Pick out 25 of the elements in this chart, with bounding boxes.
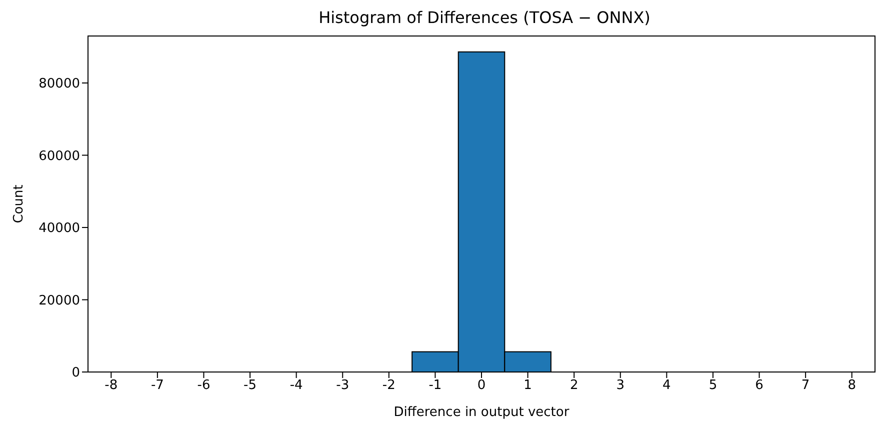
x-tick-label: -6 [197,378,210,394]
x-tick-label: -3 [336,378,350,394]
y-tick-label: 80000 [38,76,80,92]
x-tick-label: 1 [524,378,532,394]
chart-title: Histogram of Differences (TOSA − ONNX) [318,8,652,29]
y-tick-label: 40000 [38,221,80,236]
x-tick-label: -8 [104,378,118,394]
x-tick-label: -7 [150,378,164,394]
x-tick-label: -5 [244,378,257,394]
x-tick-label: -4 [290,378,303,394]
x-axis-title: Difference in output vector [394,405,570,420]
x-tick-label: 6 [755,378,764,394]
x-tick-label: -1 [428,378,442,394]
x-tick-label: 0 [477,378,486,394]
x-tick-label: 3 [616,378,625,394]
y-tick-label: 60000 [38,148,80,164]
x-tick-label: 2 [570,378,578,394]
x-tick-label: -2 [382,378,396,394]
x-tick-label: 4 [662,378,671,394]
y-tick-label: 0 [72,366,80,381]
x-tick-label: 7 [801,378,810,394]
y-tick-label: 20000 [38,293,80,308]
x-tick-label: 8 [848,378,856,394]
y-axis-title: Count [12,184,27,224]
x-tick-label: 5 [708,378,718,394]
